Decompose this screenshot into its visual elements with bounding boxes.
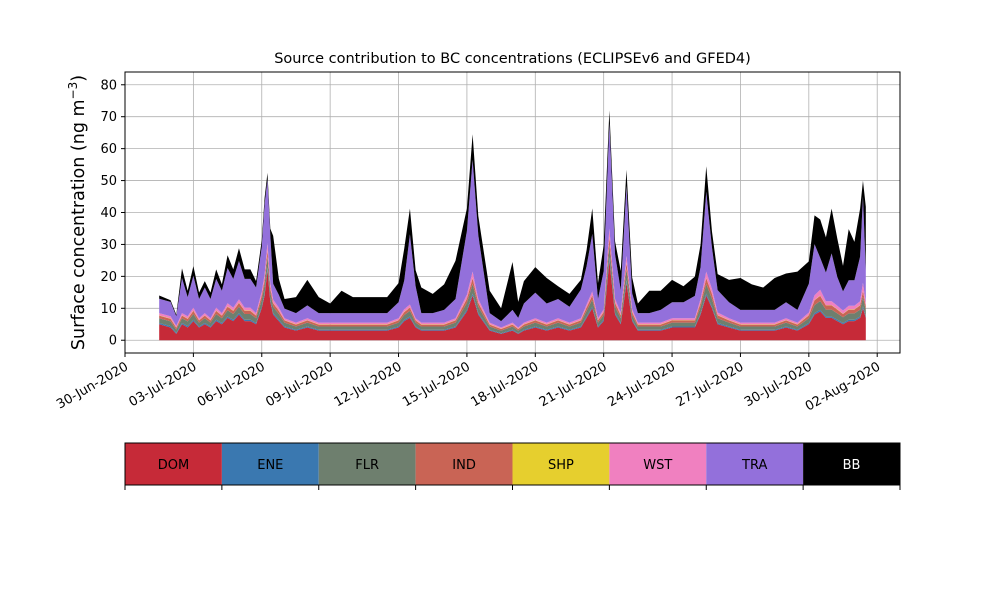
- x-axis: 30-Jun-202003-Jul-202006-Jul-202009-Jul-…: [54, 353, 883, 415]
- legend-label-tra: TRA: [741, 458, 767, 473]
- x-tick-label: 06-Jul-2020: [195, 359, 268, 410]
- legend-label-dom: DOM: [158, 458, 189, 473]
- legend-label-shp: SHP: [548, 458, 574, 473]
- x-tick-label: 15-Jul-2020: [400, 359, 473, 410]
- y-axis-label-superscript: −3: [66, 82, 80, 100]
- y-axis-label: Surface concentration (ng m−3): [66, 75, 89, 350]
- legend-swatch-bb: [803, 443, 900, 485]
- x-tick-label: 03-Jul-2020: [127, 359, 200, 410]
- legend-swatch-ind: [415, 443, 513, 485]
- chart-title: Source contribution to BC concentrations…: [274, 51, 751, 67]
- legend-swatch-wst: [609, 443, 707, 485]
- legend-swatch-dom: [125, 443, 222, 485]
- legend-label-wst: WST: [643, 458, 672, 473]
- y-axis-label-main: Surface concentration (ng m: [69, 99, 89, 350]
- legend-colorbar: DOM ENE FLR IND SHP WST TRA BB: [124, 442, 901, 490]
- legend-label-flr: FLR: [355, 458, 379, 473]
- x-tick-label: 18-Jul-2020: [468, 359, 541, 410]
- y-tick-label: 70: [100, 110, 117, 125]
- y-axis-label-close: ): [69, 75, 89, 82]
- x-tick-label: 09-Jul-2020: [263, 359, 336, 410]
- legend-swatch-shp: [512, 443, 610, 485]
- y-tick-label: 60: [100, 142, 117, 157]
- x-tick-label: 12-Jul-2020: [332, 359, 405, 410]
- legend-swatch-tra: [706, 443, 804, 485]
- y-tick-label: 0: [109, 334, 117, 349]
- y-tick-label: 50: [100, 174, 117, 189]
- area-bb: [159, 110, 866, 322]
- y-tick-label: 30: [100, 238, 117, 253]
- legend-swatch-ene: [221, 443, 319, 485]
- x-tick-label: 27-Jul-2020: [674, 359, 747, 410]
- y-tick-label: 20: [100, 270, 117, 285]
- y-axis: 0 10 20 30 40 50 60 70 80: [100, 78, 125, 349]
- legend-label-ind: IND: [452, 458, 476, 473]
- x-tick-label: 24-Jul-2020: [605, 359, 678, 410]
- x-tick-label: 02-Aug-2020: [803, 359, 883, 414]
- legend-label-ene: ENE: [257, 458, 283, 473]
- stacked-areas: [159, 110, 866, 341]
- y-tick-label: 40: [100, 206, 117, 221]
- y-tick-label: 80: [100, 78, 117, 93]
- legend-swatch-flr: [318, 443, 416, 485]
- area-dom: [159, 260, 866, 341]
- y-tick-label: 10: [100, 302, 117, 317]
- x-tick-label: 30-Jun-2020: [54, 359, 131, 412]
- x-tick-label: 21-Jul-2020: [537, 359, 610, 410]
- legend-label-bb: BB: [843, 458, 861, 473]
